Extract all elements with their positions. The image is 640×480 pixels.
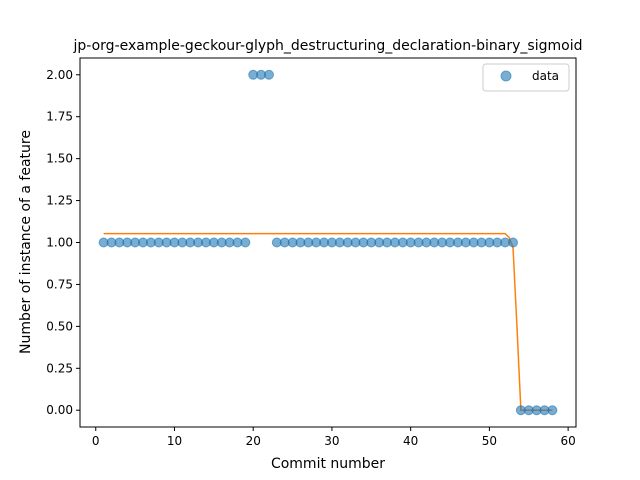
x-axis-label: Commit number (271, 456, 385, 472)
x-tick-label: 50 (482, 434, 497, 448)
legend: data (482, 63, 570, 92)
y-tick-label: 0.75 (46, 277, 73, 291)
y-tick-label: 1.75 (46, 110, 73, 124)
fit-line (103, 232, 553, 411)
y-tick-label: 1.50 (46, 152, 73, 166)
y-tick-label: 2.00 (46, 68, 73, 82)
legend-label: data (532, 69, 559, 83)
x-tick-label: 10 (167, 434, 182, 448)
data-point (263, 69, 274, 80)
fit-line-series (103, 232, 553, 411)
data-point (240, 237, 251, 248)
y-tick-label: 0.25 (46, 361, 73, 375)
data-point (508, 237, 519, 248)
legend-marker (500, 70, 512, 82)
chart-title: jp-org-example-geckour-glyph_destructuri… (73, 38, 583, 54)
y-tick-label: 0.50 (46, 319, 73, 333)
y-tick-label: 0.00 (46, 403, 73, 417)
x-axis: 0 10 20 30 40 50 60 (92, 427, 576, 448)
y-axis-label: Number of instance of a feature (18, 130, 34, 354)
data-points-series (98, 69, 558, 416)
y-tick-label: 1.00 (46, 236, 73, 250)
data-point (547, 405, 558, 416)
x-tick-label: 20 (246, 434, 261, 448)
x-tick-label: 60 (560, 434, 575, 448)
x-tick-label: 0 (92, 434, 100, 448)
y-tick-label: 1.25 (46, 194, 73, 208)
x-tick-label: 40 (403, 434, 418, 448)
x-tick-label: 30 (324, 434, 339, 448)
y-axis: 0.00 0.25 0.50 0.75 1.00 1.25 1.50 1.75 2.00 (46, 68, 80, 417)
